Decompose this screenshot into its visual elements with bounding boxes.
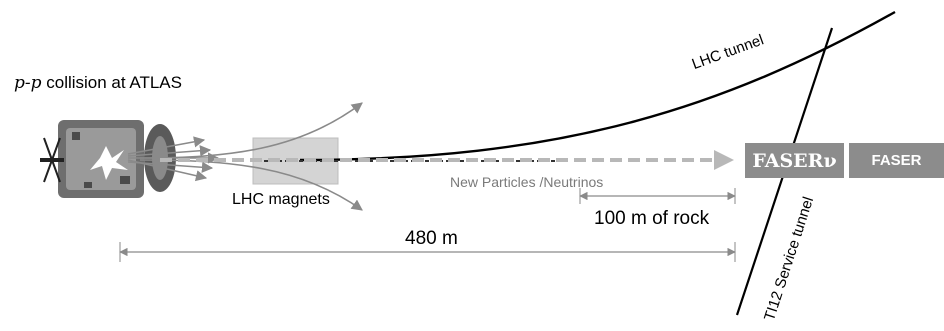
collision-title: p-p collision at ATLAS: [14, 74, 182, 92]
rock-distance-label: 100 m of rock: [594, 208, 710, 229]
new-particles-label: New Particles /Neutrinos: [450, 174, 604, 190]
atlas-detector-image: [40, 120, 176, 198]
collision-title-text: collision at ATLAS: [41, 73, 182, 92]
pp-symbol: p-p: [14, 73, 42, 93]
faser-detector-box: FASER: [849, 143, 944, 178]
particle-arrows: [127, 102, 363, 211]
lhc-magnets-label: LHC magnets: [232, 191, 330, 208]
faser-nu-detector-box: FASERν: [745, 143, 844, 178]
lhc-tunnel-curve: [299, 10, 896, 162]
total-distance-label: 480 m: [405, 228, 458, 249]
